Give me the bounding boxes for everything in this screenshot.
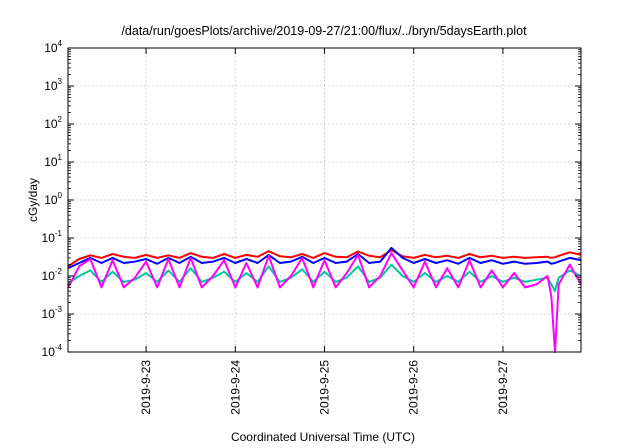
x-tick-label: 2019-9-23 [139, 360, 153, 415]
series-line-1 [67, 249, 582, 268]
x-axis-ticks: 2019-9-23 2019-9-24 2019-9-25 2019-9-26 2019… [139, 48, 510, 415]
series-line-4 [67, 252, 582, 353]
y-axis-label: cGy/day [26, 178, 40, 222]
y-tick-label: 104 [44, 39, 62, 55]
y-tick-base: 10 [44, 79, 58, 93]
y-tick-label: 101 [44, 153, 62, 169]
y-tick-base: 10 [44, 41, 58, 55]
x-axis-label: Coordinated Universal Time (UTC) [231, 430, 415, 444]
y-tick-label: 10-1 [42, 229, 63, 245]
series-group [67, 246, 582, 353]
y-tick-exponent: 0 [58, 191, 63, 200]
y-tick-label: 10-3 [42, 305, 63, 321]
x-tick-label: 2019-9-26 [407, 360, 421, 415]
y-tick-label: 100 [44, 191, 62, 207]
y-tick-base: 10 [42, 231, 56, 245]
y-tick-base: 10 [42, 345, 56, 359]
y-tick-exponent: 2 [58, 115, 63, 124]
y-tick-exponent: -4 [55, 343, 63, 352]
y-tick-exponent: 3 [58, 77, 63, 86]
y-tick-base: 10 [44, 193, 58, 207]
grid-lines [68, 48, 581, 352]
y-tick-exponent: -3 [55, 305, 63, 314]
y-tick-exponent: -2 [55, 267, 63, 276]
y-tick-label: 103 [44, 77, 62, 93]
y-tick-base: 10 [42, 269, 56, 283]
y-tick-exponent: -1 [55, 229, 63, 238]
x-tick-label: 2019-9-24 [228, 360, 242, 415]
y-tick-exponent: 4 [58, 39, 63, 48]
x-tick-label: 2019-9-27 [496, 360, 510, 415]
x-tick-label: 2019-9-25 [318, 360, 332, 415]
y-tick-base: 10 [44, 117, 58, 131]
y-tick-base: 10 [42, 307, 56, 321]
series-line-3 [67, 263, 582, 293]
y-tick-base: 10 [44, 155, 58, 169]
series-line-2 [67, 246, 582, 270]
chart-title: /data/run/goesPlots/archive/2019-09-27/2… [121, 24, 527, 38]
y-tick-label: 102 [44, 115, 62, 131]
y-tick-label: 10-4 [42, 343, 63, 359]
y-tick-label: 10-2 [42, 267, 63, 283]
y-tick-exponent: 1 [58, 153, 63, 162]
